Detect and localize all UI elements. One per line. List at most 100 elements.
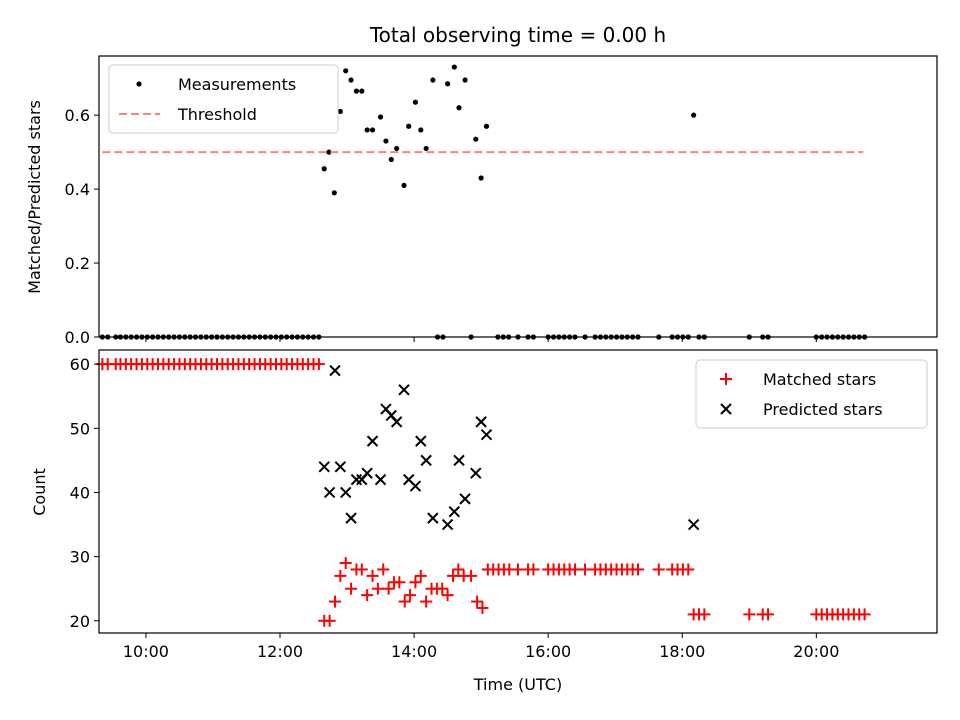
matched-stars-point bbox=[334, 569, 347, 582]
measurement-point bbox=[483, 123, 490, 129]
ratio-y-tick-label: 0.0 bbox=[65, 328, 90, 347]
predicted-stars-point bbox=[334, 461, 347, 473]
ratio-legend-box bbox=[108, 64, 339, 134]
predicted-stars-point bbox=[409, 480, 422, 492]
measurement-point bbox=[691, 112, 697, 118]
counts-y-tick-label: 20 bbox=[70, 612, 90, 631]
legend-matched-label: Matched stars bbox=[763, 370, 876, 389]
legend-threshold-label: Threshold bbox=[177, 105, 257, 124]
measurement-point bbox=[353, 88, 360, 94]
predicted-stars-point bbox=[398, 384, 410, 396]
predicted-stars-point bbox=[374, 473, 387, 486]
matched-stars-point bbox=[652, 563, 665, 576]
counts-y-tick-label: 50 bbox=[70, 419, 90, 438]
matched-stars-point bbox=[762, 608, 775, 621]
predicted-stars-point bbox=[420, 454, 432, 467]
matched-stars-point bbox=[858, 608, 871, 621]
ratio-chart-title: Total observing time = 0.00 h bbox=[369, 23, 666, 47]
measurement-point bbox=[456, 105, 462, 111]
predicted-stars-point bbox=[323, 486, 336, 499]
counts-y-ticks: 20 30 40 50 60 bbox=[70, 355, 99, 631]
matched-stars-point bbox=[355, 563, 368, 576]
predicted-stars-point bbox=[470, 467, 482, 479]
predicted-stars-point bbox=[448, 506, 461, 518]
counts-x-ticks: 10:00 12:00 14:00 16:00 18:00 20:00 bbox=[123, 633, 839, 661]
matched-stars-point bbox=[579, 563, 592, 576]
matched-stars-point bbox=[698, 608, 711, 621]
measurement-point bbox=[418, 127, 424, 133]
ratio-x-ticks bbox=[145, 337, 817, 342]
matched-stars-point bbox=[441, 589, 454, 602]
matched-stars-point bbox=[404, 589, 417, 602]
ratio-y-tick-label: 0.4 bbox=[65, 180, 90, 199]
matched-stars-point bbox=[682, 563, 695, 576]
measurement-point bbox=[462, 77, 468, 83]
counts-legend: Matched stars Predicted stars bbox=[695, 359, 928, 429]
matched-stars-point bbox=[452, 563, 465, 576]
ratio-plot-area bbox=[99, 64, 868, 340]
matched-stars-point bbox=[382, 582, 395, 595]
matched-stars-point bbox=[632, 563, 645, 576]
matched-stars-point bbox=[527, 563, 540, 576]
matched-stars-point bbox=[371, 582, 384, 595]
counts-legend-box bbox=[695, 359, 928, 429]
matched-stars-point bbox=[512, 563, 524, 576]
measurement-point bbox=[348, 77, 354, 83]
measurement-point bbox=[326, 149, 332, 155]
counts-x-tick-label: 20:00 bbox=[793, 642, 839, 661]
panel-counts: 20 30 40 50 60 10:00 12:00 14:00 16:00 18:00 20:0… bbox=[30, 349, 938, 694]
matched-stars-point bbox=[393, 576, 406, 589]
measurement-point bbox=[412, 99, 419, 105]
measurement-point bbox=[377, 114, 384, 120]
matched-stars-point bbox=[328, 595, 341, 608]
counts-x-tick-label: 10:00 bbox=[123, 642, 169, 661]
counts-x-tick-label: 14:00 bbox=[391, 642, 437, 661]
predicted-stars-point bbox=[427, 512, 439, 524]
measurement-point bbox=[331, 190, 337, 196]
predicted-stars-point bbox=[480, 429, 493, 441]
counts-y-axis-label: Count bbox=[30, 468, 49, 516]
matched-stars-point bbox=[339, 557, 352, 570]
predicted-stars-point bbox=[329, 364, 341, 377]
measurement-point bbox=[369, 127, 376, 133]
ratio-y-tick-label: 0.2 bbox=[65, 254, 90, 273]
predicted-stars-point bbox=[415, 435, 427, 447]
measurement-point bbox=[423, 145, 429, 152]
measurement-point bbox=[473, 136, 479, 142]
counts-x-tick-label: 18:00 bbox=[659, 642, 705, 661]
matched-stars-point bbox=[345, 582, 358, 595]
counts-y-tick-label: 30 bbox=[70, 548, 90, 567]
measurement-point bbox=[451, 64, 457, 70]
legend-predicted-marker bbox=[720, 403, 732, 415]
legend-measurements-marker bbox=[136, 81, 142, 87]
measurement-point bbox=[406, 123, 412, 129]
measurement-point bbox=[383, 138, 389, 144]
predicted-stars-point bbox=[441, 518, 454, 531]
measurement-point bbox=[359, 88, 365, 94]
predicted-stars-point bbox=[318, 461, 330, 473]
predicted-stars-point bbox=[340, 486, 352, 499]
matched-stars-point bbox=[366, 569, 379, 582]
panel-ratio: 0.0 0.2 0.4 0.6 Total observing time = 0.00… bbox=[25, 23, 938, 347]
predicted-stars-point bbox=[453, 454, 465, 467]
predicted-stars-point bbox=[350, 473, 363, 486]
legend-measurements-label: Measurements bbox=[178, 75, 296, 94]
counts-x-tick-label: 12:00 bbox=[257, 642, 303, 661]
measurement-point bbox=[343, 68, 349, 74]
measurement-point bbox=[388, 156, 394, 163]
counts-y-tick-label: 60 bbox=[70, 355, 90, 374]
ratio-axes-frame bbox=[98, 55, 938, 338]
ratio-legend: Measurements Threshold bbox=[108, 64, 339, 134]
measurement-point bbox=[430, 77, 436, 83]
matched-stars-point bbox=[323, 614, 336, 627]
measurement-point bbox=[401, 182, 407, 189]
predicted-stars-point bbox=[459, 493, 471, 505]
matched-stars-point bbox=[568, 563, 581, 576]
matched-stars-point bbox=[471, 595, 484, 608]
predicted-stars-point bbox=[361, 467, 373, 479]
predicted-stars-point bbox=[345, 512, 357, 524]
measurement-point bbox=[364, 127, 370, 133]
legend-predicted-label: Predicted stars bbox=[763, 400, 883, 419]
measurement-point bbox=[337, 108, 343, 115]
predicted-stars-point bbox=[366, 435, 379, 447]
